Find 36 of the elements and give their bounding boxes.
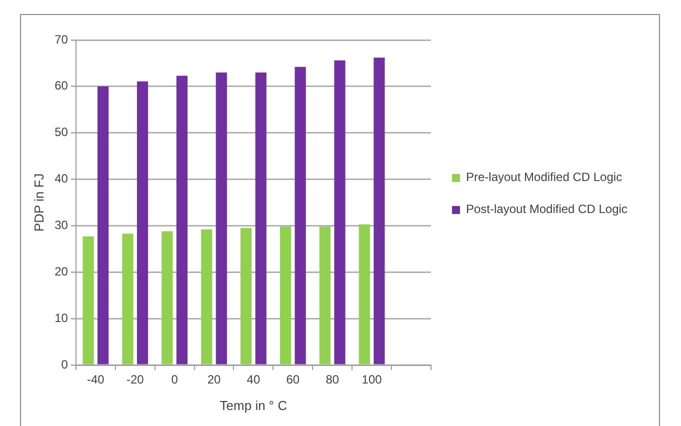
x-tick-label: 100 — [362, 372, 382, 387]
x-tick-label: -40 — [87, 372, 105, 387]
y-tick-label: 60 — [54, 78, 68, 93]
y-tick-label: 40 — [54, 172, 68, 186]
x-axis-title: Temp in ° C — [220, 398, 288, 413]
bar — [374, 58, 385, 364]
x-tick-label: 0 — [171, 372, 178, 387]
y-tick-label: 20 — [54, 264, 68, 278]
bar — [176, 76, 188, 364]
bar — [82, 236, 94, 364]
bar — [358, 224, 370, 364]
bar — [294, 66, 306, 364]
bar — [334, 60, 346, 364]
bar — [216, 72, 227, 364]
y-tick-label: 50 — [54, 125, 68, 140]
y-tick-label: 30 — [54, 218, 68, 232]
bar — [98, 86, 109, 364]
bar — [136, 81, 148, 364]
bar — [201, 229, 212, 364]
bar — [122, 234, 134, 364]
bar — [162, 231, 173, 364]
y-tick-label: 70 — [54, 32, 68, 46]
x-tick-label: 60 — [286, 372, 300, 387]
bar — [255, 72, 266, 364]
y-tick-label: 10 — [54, 310, 68, 325]
bar — [319, 226, 331, 364]
x-tick-label: 20 — [207, 372, 222, 387]
bar — [240, 228, 252, 364]
x-tick-label: 40 — [246, 372, 260, 387]
x-tick-label: 80 — [326, 372, 340, 387]
y-axis-title: PDP in FJ — [31, 173, 46, 232]
legend-label: Pre-layout Modified CD Logic — [466, 170, 622, 184]
x-tick-label: -20 — [126, 372, 144, 387]
legend-label: Post-layout Modified CD Logic — [466, 202, 628, 216]
bar — [280, 226, 292, 364]
y-tick-label: 0 — [61, 357, 68, 372]
